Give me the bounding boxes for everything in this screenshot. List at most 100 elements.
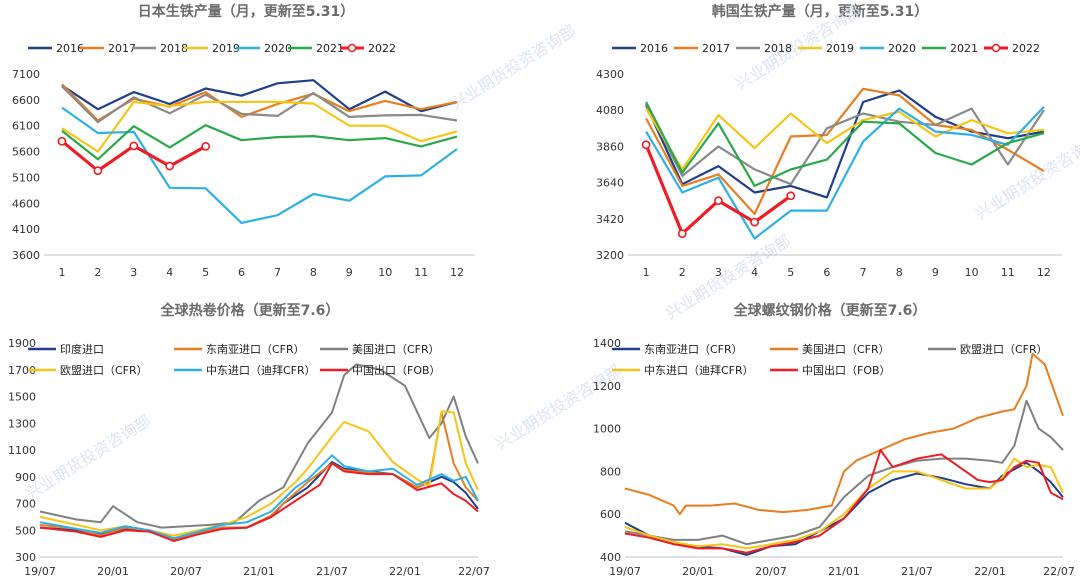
legend-label: 印度进口 bbox=[60, 342, 104, 356]
y-tick-label: 7100 bbox=[12, 68, 40, 81]
x-tick-label: 22/01 bbox=[974, 565, 1006, 578]
x-tick-label: 22/07 bbox=[458, 565, 490, 578]
legend-label: 2019 bbox=[212, 42, 240, 55]
y-tick-label: 1400 bbox=[593, 337, 621, 350]
x-tick-label: 10 bbox=[965, 266, 979, 279]
legend-label: 2020 bbox=[888, 42, 916, 55]
chart-title-rebar: 全球螺纹钢价格（更新至7.6） bbox=[733, 302, 927, 319]
series-marker-2022 bbox=[714, 196, 723, 206]
x-tick-label: 19/07 bbox=[24, 565, 56, 578]
y-tick-label: 1000 bbox=[593, 423, 621, 436]
y-tick-label: 600 bbox=[600, 508, 621, 521]
x-tick-label: 21/01 bbox=[243, 565, 275, 578]
x-tick-label: 22/07 bbox=[1043, 565, 1075, 578]
legend-label: 2018 bbox=[764, 42, 792, 55]
chart-title-korea: 韩国生铁产量（月，更新至5.31） bbox=[712, 3, 929, 20]
legend-label: 2017 bbox=[702, 42, 730, 55]
x-tick-label: 21/01 bbox=[828, 565, 860, 578]
y-tick-label: 1700 bbox=[8, 364, 36, 377]
series-line-2021 bbox=[645, 101, 1045, 187]
x-tick-label: 19/07 bbox=[609, 565, 641, 578]
y-tick-label: 1100 bbox=[8, 444, 36, 457]
series-line-2021 bbox=[61, 124, 458, 161]
x-tick-label: 6 bbox=[238, 266, 245, 279]
y-tick-label: 1500 bbox=[8, 391, 36, 404]
series-line-2019 bbox=[645, 108, 1045, 171]
x-tick-label: 21/07 bbox=[316, 565, 348, 578]
legend-label: 2020 bbox=[264, 42, 292, 55]
x-tick-label: 5 bbox=[202, 266, 209, 279]
series-line-2020 bbox=[61, 106, 458, 224]
y-tick-label: 3600 bbox=[12, 249, 40, 262]
y-tick-label: 900 bbox=[15, 471, 36, 484]
y-tick-label: 3420 bbox=[596, 213, 624, 226]
legend-label: 中国出口（FOB） bbox=[802, 363, 891, 377]
y-tick-label: 500 bbox=[15, 524, 36, 537]
legend-marker bbox=[991, 43, 1001, 53]
series-marker-2022 bbox=[750, 217, 759, 227]
y-tick-label: 4600 bbox=[12, 197, 40, 210]
legend-label: 2022 bbox=[1012, 42, 1040, 55]
y-tick-label: 700 bbox=[15, 498, 36, 511]
y-tick-label: 300 bbox=[15, 551, 36, 564]
legend-label: 东南亚进口（CFR） bbox=[206, 343, 305, 356]
series-line-2018 bbox=[645, 103, 1045, 186]
legend-label: 2017 bbox=[108, 42, 136, 55]
x-tick-label: 20/01 bbox=[97, 565, 129, 578]
y-tick-label: 6600 bbox=[12, 94, 40, 107]
series-line-中国出口（FOB） bbox=[39, 462, 479, 542]
x-tick-label: 20/07 bbox=[170, 565, 202, 578]
legend-label: 中东进口（迪拜CFR） bbox=[644, 364, 754, 377]
y-tick-label: 3200 bbox=[596, 249, 624, 262]
legend-label: 2019 bbox=[826, 42, 854, 55]
watermark: 兴业期货投资咨询部 bbox=[22, 411, 154, 503]
series-line-美国进口（CFR） bbox=[39, 363, 479, 529]
watermark: 兴业期货投资咨询部 bbox=[447, 21, 579, 113]
series-line-2016 bbox=[61, 79, 458, 113]
legend-label: 2016 bbox=[640, 42, 668, 55]
series-line-东南亚进口（CFR） bbox=[624, 461, 1064, 556]
series-marker-2022 bbox=[786, 191, 796, 201]
series-marker-2022 bbox=[641, 140, 651, 150]
x-tick-label: 11 bbox=[1001, 266, 1015, 279]
y-tick-label: 1300 bbox=[8, 417, 36, 430]
x-tick-label: 12 bbox=[1037, 266, 1051, 279]
series-line-中国出口（FOB） bbox=[624, 449, 1064, 554]
x-tick-label: 21/07 bbox=[901, 565, 933, 578]
y-tick-label: 4300 bbox=[596, 68, 624, 81]
x-tick-label: 1 bbox=[58, 266, 65, 279]
y-tick-label: 4100 bbox=[12, 223, 40, 236]
legend-label: 中国出口（FOB） bbox=[352, 363, 441, 377]
legend-label: 欧盟进口（CFR） bbox=[960, 343, 1048, 356]
y-tick-label: 1200 bbox=[593, 380, 621, 393]
legend-label: 东南亚进口（CFR） bbox=[644, 343, 743, 356]
x-tick-label: 8 bbox=[896, 266, 903, 279]
series-marker-2022 bbox=[57, 136, 67, 146]
series-line-2017 bbox=[645, 87, 1045, 215]
legend-label: 2018 bbox=[160, 42, 188, 55]
legend-label: 欧盟进口（CFR） bbox=[60, 364, 148, 377]
series-marker-2022 bbox=[165, 161, 175, 171]
x-tick-label: 3 bbox=[715, 266, 722, 279]
x-tick-label: 7 bbox=[860, 266, 867, 279]
watermark: 兴业期货投资咨询部 bbox=[972, 131, 1080, 223]
x-tick-label: 4 bbox=[751, 266, 758, 279]
chart-title-japan: 日本生铁产量（月，更新至5.31） bbox=[138, 3, 355, 20]
y-tick-label: 800 bbox=[600, 465, 621, 478]
y-tick-label: 1900 bbox=[8, 337, 36, 350]
legend-label: 美国进口（CFR） bbox=[352, 343, 440, 356]
series-line-欧盟进口（CFR） bbox=[624, 399, 1064, 546]
watermark: 兴业期货投资咨询部 bbox=[492, 361, 624, 453]
x-tick-label: 9 bbox=[346, 266, 353, 279]
x-tick-label: 7 bbox=[274, 266, 281, 279]
x-tick-label: 1 bbox=[643, 266, 650, 279]
legend-label: 2021 bbox=[950, 42, 978, 55]
x-tick-label: 22/01 bbox=[389, 565, 421, 578]
series-line-美国进口（CFR） bbox=[624, 352, 1064, 516]
y-tick-label: 6100 bbox=[12, 120, 40, 133]
x-tick-label: 2 bbox=[94, 266, 101, 279]
series-marker-2022 bbox=[201, 141, 211, 151]
legend-label: 美国进口（CFR） bbox=[802, 343, 890, 356]
chart-title-hot-rolled: 全球热卷价格（更新至7.6） bbox=[160, 302, 340, 319]
